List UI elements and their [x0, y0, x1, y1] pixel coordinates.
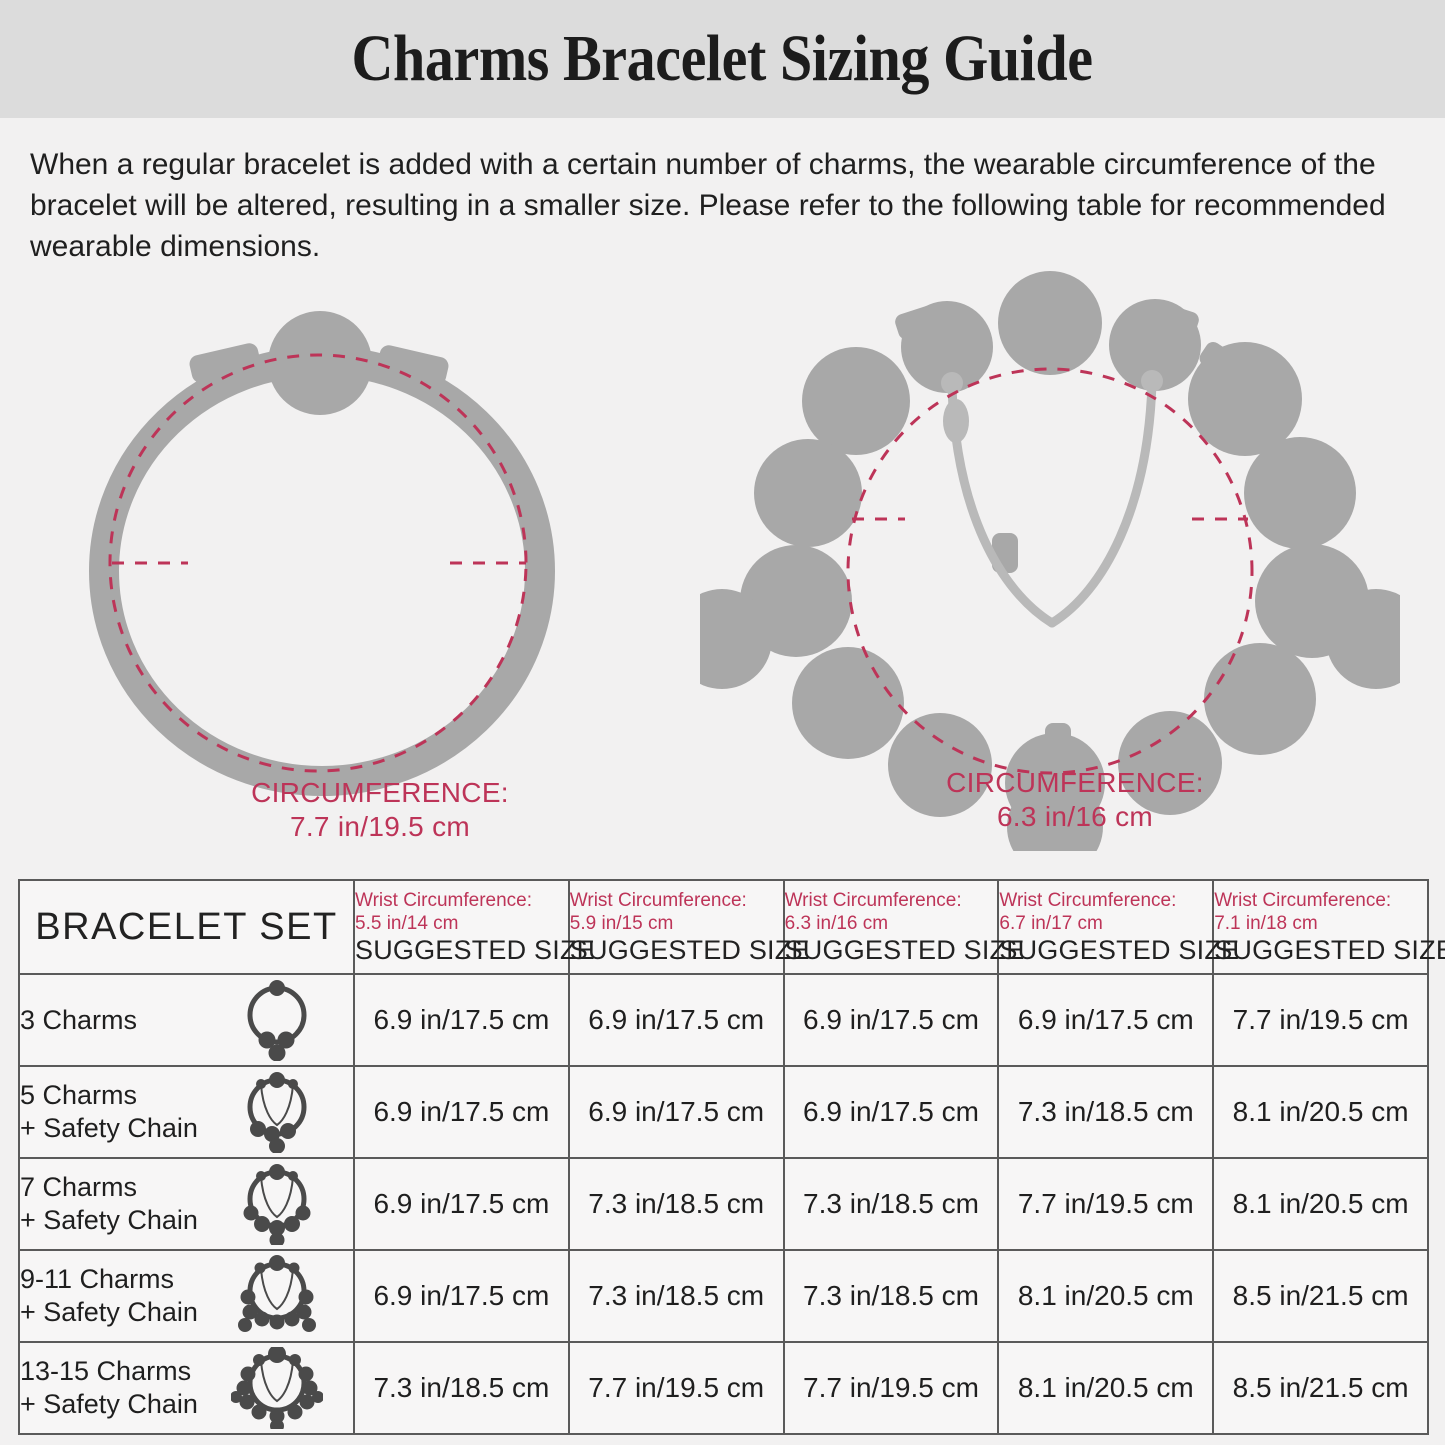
cell-value: 7.3 in/18.5 cm [782, 1157, 1000, 1251]
wrist-circ-label-4: Wrist Circumference: 6.7 in/17 cm [999, 889, 1212, 935]
plain-bracelet-illustration [89, 311, 555, 796]
wrist-circ-title-4: Wrist Circumference: [999, 889, 1177, 911]
column-header-bracelet-set: BRACELET SET [18, 879, 355, 975]
left-circumference-title: CIRCUMFERENCE: [251, 777, 509, 808]
row-label-text-1: 3 Charms [20, 1004, 138, 1035]
cell-value: 6.9 in/17.5 cm [567, 973, 785, 1067]
left-circumference-label: CIRCUMFERENCE: 7.7 in/19.5 cm [180, 776, 580, 844]
suggested-size-label-5: SUGGESTED SIZE [1214, 934, 1445, 965]
cell-value: 7.3 in/18.5 cm [782, 1249, 1000, 1343]
bracelet-9-11-charms-safety-chain-icon [231, 1255, 323, 1337]
sizing-table-container: BRACELET SET Wrist Circumference: 5.5 in… [18, 879, 1445, 1435]
wrist-circ-value-3: 6.3 in/16 cm [784, 912, 889, 934]
wrist-circ-title-1: Wrist Circumference: [355, 889, 533, 911]
wrist-circ-label-1: Wrist Circumference: 5.5 in/14 cm [355, 889, 568, 935]
bracelet-13-15-charms-safety-chain-icon [230, 1345, 324, 1433]
table-header-row: BRACELET SET Wrist Circumference: 5.5 in… [18, 879, 1445, 975]
row-label-text-2: 5 Charms + Safety Chain [20, 1080, 198, 1143]
sizing-table: BRACELET SET Wrist Circumference: 5.5 in… [18, 879, 1445, 1435]
cell-value: 6.9 in/17.5 cm [997, 973, 1215, 1067]
cell-value: 6.9 in/17.5 cm [782, 1065, 1000, 1159]
row-label-text-3: 7 Charms + Safety Chain [20, 1172, 198, 1235]
table-row: 3 Charms 6.9 in/17.5 cm [18, 973, 1429, 1067]
cell-value: 8.1 in/20.5 cm [1212, 1065, 1429, 1159]
wrist-circ-title-3: Wrist Circumference: [784, 889, 962, 911]
cell-value: 6.9 in/17.5 cm [353, 1065, 570, 1159]
cell-value: 7.3 in/18.5 cm [567, 1249, 785, 1343]
charms-bracelet-illustration [672, 271, 1426, 875]
right-circumference-title: CIRCUMFERENCE: [946, 767, 1204, 798]
page-title: Charms Bracelet Sizing Guide [351, 22, 1094, 95]
wrist-circ-title-2: Wrist Circumference: [569, 889, 747, 911]
wrist-circ-value-5: 7.1 in/18 cm [1214, 912, 1318, 934]
cell-value: 6.9 in/17.5 cm [353, 973, 570, 1067]
table-header: BRACELET SET Wrist Circumference: 5.5 in… [18, 879, 1445, 975]
bracelet-3-charms-icon [231, 979, 323, 1062]
safety-chain-clasp [941, 370, 1163, 443]
cell-value: 6.9 in/17.5 cm [782, 973, 1000, 1067]
cell-value: 6.9 in/17.5 cm [567, 1065, 785, 1159]
cell-value: 6.9 in/17.5 cm [353, 1157, 570, 1251]
wrist-circ-label-5: Wrist Circumference: 7.1 in/18 cm [1214, 889, 1427, 935]
cell-value: 7.3 in/18.5 cm [353, 1341, 570, 1435]
cell-value: 7.7 in/19.5 cm [567, 1341, 785, 1435]
table-row: 5 Charms + Safety Chain [18, 1065, 1429, 1159]
column-header-wrist-1: Wrist Circumference: 5.5 in/14 cm SUGGES… [353, 879, 595, 975]
circumference-dashed-circle [108, 353, 528, 773]
wrist-circ-value-2: 5.9 in/15 cm [569, 912, 674, 934]
suggested-size-label-2: SUGGESTED SIZE [569, 934, 810, 965]
right-circumference-value: 6.3 in/16 cm [996, 801, 1154, 832]
row-label-text-4: 9-11 Charms + Safety Chain [20, 1264, 198, 1327]
cell-value: 7.3 in/18.5 cm [567, 1157, 785, 1251]
cell-value: 8.5 in/21.5 cm [1212, 1341, 1429, 1435]
table-row: 7 Charms + Safety Chain [18, 1157, 1429, 1251]
row-label-cell-2: 5 Charms + Safety Chain [18, 1065, 355, 1159]
cell-value: 8.1 in/20.5 cm [1212, 1157, 1429, 1251]
bracelet-7-charms-safety-chain-icon [231, 1163, 323, 1248]
circumference-dashed-circle [846, 367, 1254, 775]
clasp-bead [268, 311, 372, 415]
row-label-cell-3: 7 Charms + Safety Chain [18, 1157, 355, 1251]
title-band: Charms Bracelet Sizing Guide [0, 0, 1445, 118]
row-label-cell-4: 9-11 Charms + Safety Chain [18, 1249, 355, 1343]
table-row: 13-15 Charms + Safety Chain [18, 1341, 1429, 1435]
wrist-circ-label-2: Wrist Circumference: 5.9 in/15 cm [570, 889, 783, 935]
intro-paragraph: When a regular bracelet is added with a … [30, 148, 1386, 263]
cell-value: 7.7 in/19.5 cm [1212, 973, 1429, 1067]
bracelet-5-charms-safety-chain-icon [231, 1071, 323, 1154]
cell-value: 7.3 in/18.5 cm [997, 1065, 1215, 1159]
cell-value: 7.7 in/19.5 cm [997, 1157, 1215, 1251]
plain-bracelet-diagram: CIRCUMFERENCE: 7.7 in/19.5 cm [60, 271, 600, 842]
column-header-wrist-2: Wrist Circumference: 5.9 in/15 cm SUGGES… [567, 879, 810, 975]
diagrams-section: CIRCUMFERENCE: 7.7 in/19.5 cm [0, 271, 1445, 875]
cell-value: 7.7 in/19.5 cm [782, 1341, 1000, 1435]
safety-chain [947, 378, 1157, 628]
cell-value: 8.5 in/21.5 cm [1212, 1249, 1429, 1343]
cell-value: 8.1 in/20.5 cm [997, 1341, 1215, 1435]
wrist-circ-title-5: Wrist Circumference: [1214, 889, 1392, 911]
table-body: 3 Charms 6.9 in/17.5 cm [18, 973, 1429, 1435]
row-label-text-5: 13-15 Charms + Safety Chain [20, 1356, 198, 1419]
suggested-size-label-4: SUGGESTED SIZE [999, 934, 1240, 965]
column-header-wrist-4: Wrist Circumference: 6.7 in/17 cm SUGGES… [997, 879, 1240, 975]
charms-bracelet-diagram: CIRCUMFERENCE: 6.3 in/16 cm [672, 271, 1426, 875]
right-circumference-label: CIRCUMFERENCE: 6.3 in/16 cm [915, 766, 1235, 834]
left-circumference-value: 7.7 in/19.5 cm [289, 811, 471, 842]
suggested-size-label-3: SUGGESTED SIZE [784, 934, 1025, 965]
column-header-wrist-5: Wrist Circumference: 7.1 in/18 cm SUGGES… [1212, 879, 1445, 975]
row-label-cell-5: 13-15 Charms + Safety Chain [18, 1341, 355, 1435]
cell-value: 8.1 in/20.5 cm [997, 1249, 1215, 1343]
suggested-size-label-1: SUGGESTED SIZE [355, 934, 595, 965]
table-row: 9-11 Charms + Safety Chain [18, 1249, 1429, 1343]
row-label-cell-1: 3 Charms [18, 973, 355, 1067]
charm-beads [740, 271, 1369, 833]
cell-value: 6.9 in/17.5 cm [353, 1249, 570, 1343]
wrist-circ-label-3: Wrist Circumference: 6.3 in/16 cm [785, 889, 998, 935]
column-header-wrist-3: Wrist Circumference: 6.3 in/16 cm SUGGES… [782, 879, 1025, 975]
wrist-circ-value-4: 6.7 in/17 cm [999, 912, 1103, 934]
wrist-circ-value-1: 5.5 in/14 cm [355, 912, 459, 934]
